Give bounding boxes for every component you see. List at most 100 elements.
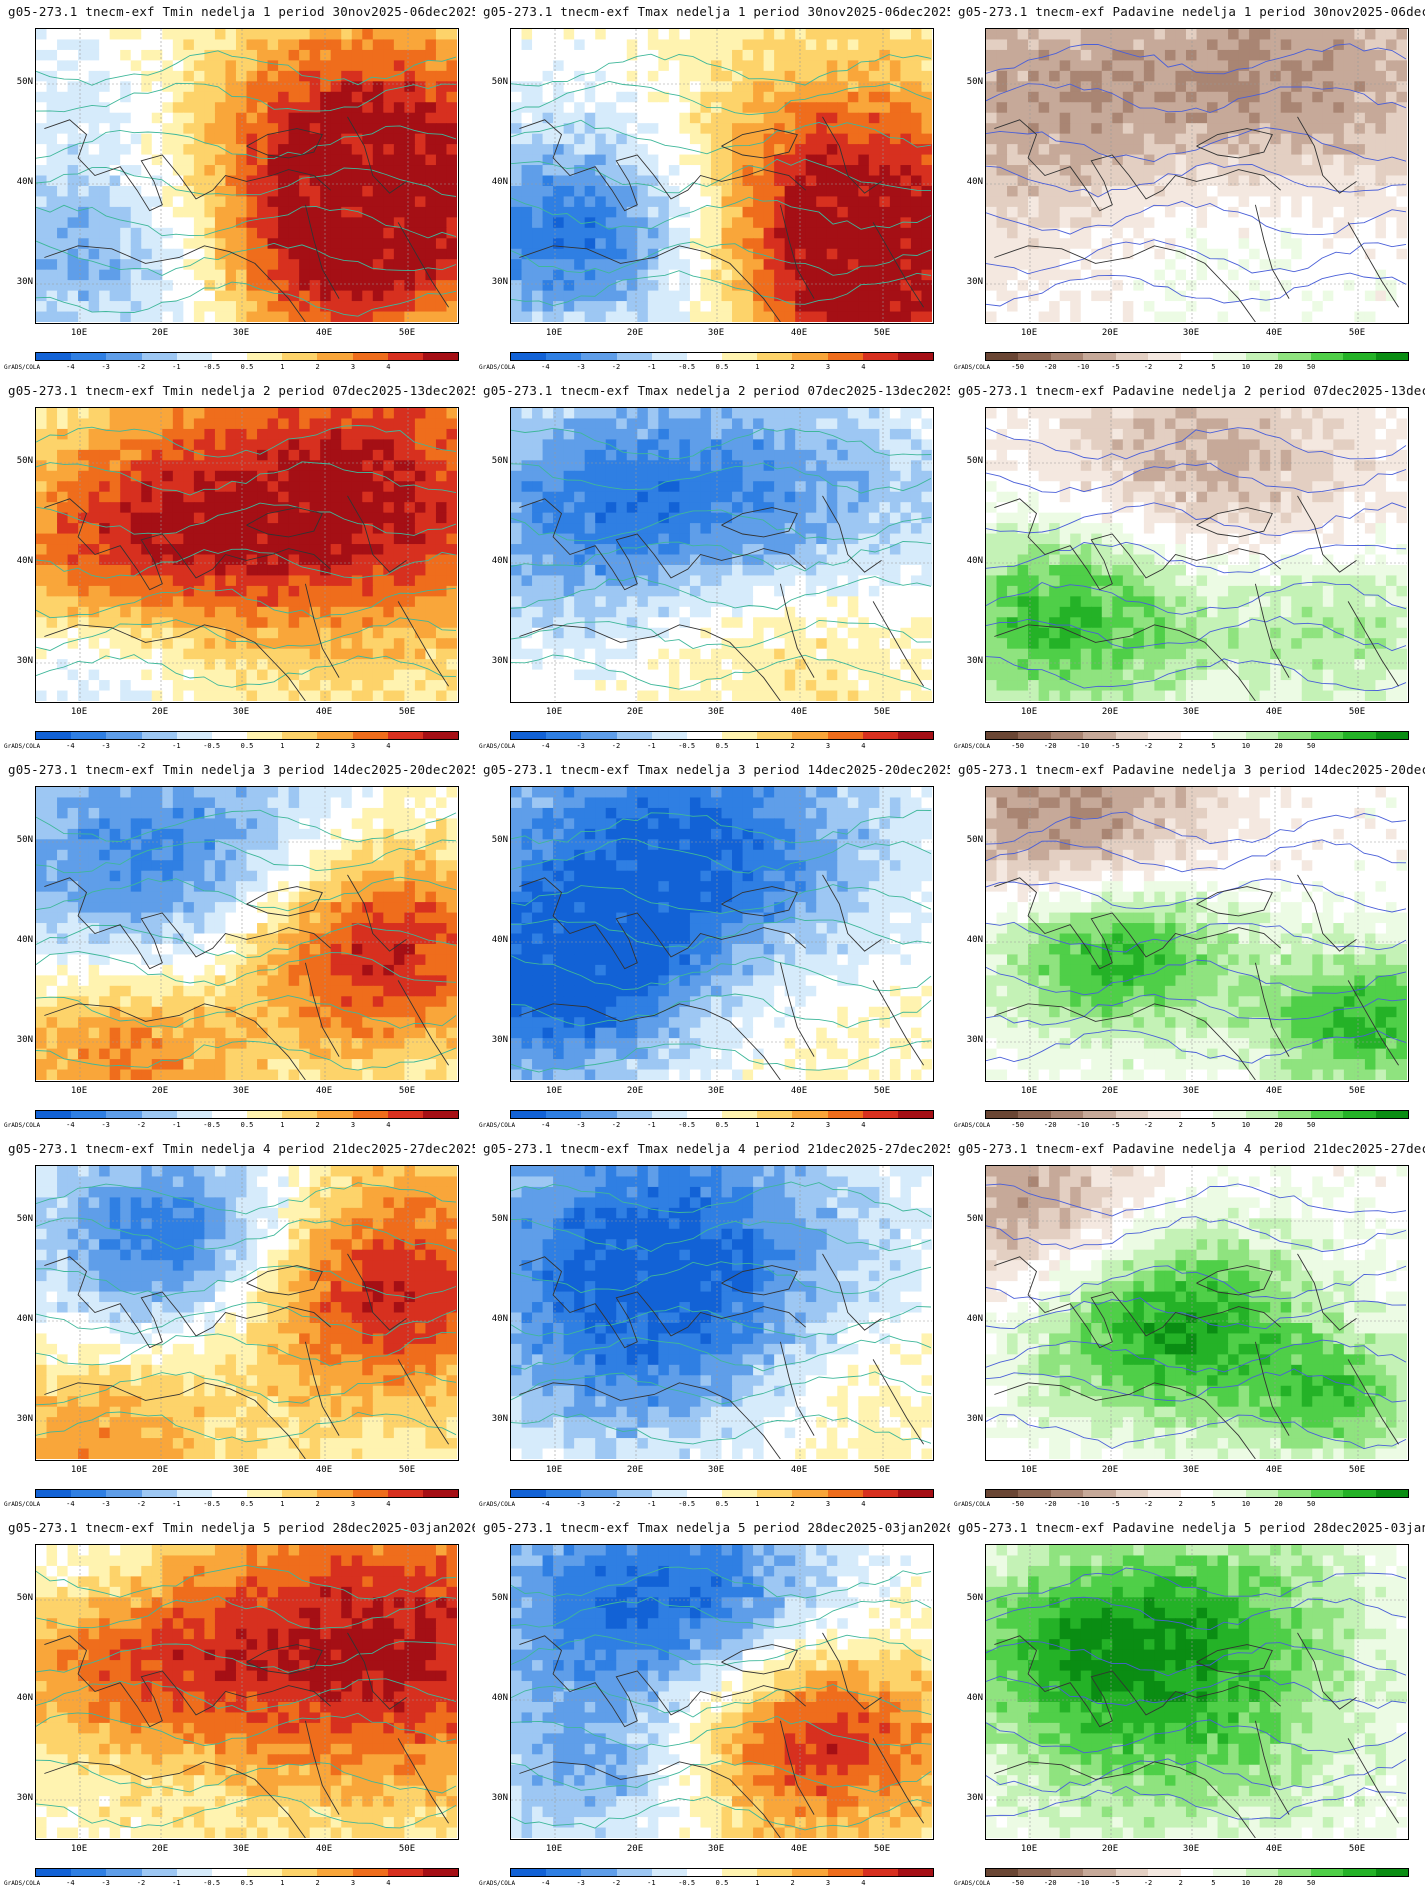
panel-title: g05-273.1 tnecm-exf Tmin nedelja 3 perio… xyxy=(8,762,475,777)
color-scale-swatch xyxy=(36,1490,72,1497)
longitude-label: 10E xyxy=(1020,1844,1038,1854)
color-scale-swatch xyxy=(211,732,248,739)
latitude-label: 30N xyxy=(491,1414,508,1424)
longitude-label: 40E xyxy=(1265,707,1283,717)
color-scale-swatch xyxy=(1083,732,1116,739)
color-scale-swatch xyxy=(1310,353,1344,360)
color-scale-tick-label: 3 xyxy=(825,1121,831,1129)
color-scale-swatch xyxy=(722,1869,758,1876)
latitude-label: 50N xyxy=(966,1214,983,1224)
color-scale-tick-label: 4 xyxy=(386,1879,391,1887)
latitude-label: 40N xyxy=(966,1693,983,1703)
color-scale-tick-label: 0.5 xyxy=(240,742,254,750)
color-scale-swatch xyxy=(141,1490,177,1497)
color-scale-tick-label: -1 xyxy=(647,1500,656,1508)
latitude-label: 30N xyxy=(966,1035,983,1045)
longitude-label: 50E xyxy=(1348,1465,1366,1475)
color-scale-swatch xyxy=(1278,732,1311,739)
color-scale-swatch xyxy=(581,732,617,739)
color-scale-tick-label: -20 xyxy=(1043,742,1057,750)
color-scale-swatch xyxy=(1375,732,1409,739)
longitude-label: 50E xyxy=(873,1844,891,1854)
longitude-label: 30E xyxy=(232,1086,250,1096)
color-scale-swatch xyxy=(897,353,934,360)
color-scale-tick-label: -4 xyxy=(66,363,75,371)
color-scale-tick-label: 3 xyxy=(350,742,356,750)
color-scale-tick-label: -5 xyxy=(1111,363,1120,371)
longitude-label: 10E xyxy=(545,1086,563,1096)
color-scale-swatch xyxy=(422,1869,459,1876)
color-scale-tick-label: 1 xyxy=(280,1121,285,1129)
longitude-label: 40E xyxy=(315,707,333,717)
color-scale-swatch xyxy=(651,1490,687,1497)
color-scale-swatch xyxy=(1213,1490,1246,1497)
longitude-label: 50E xyxy=(398,328,416,338)
longitude-label: 50E xyxy=(873,1086,891,1096)
longitude-label: 40E xyxy=(315,1086,333,1096)
color-scale-swatch xyxy=(686,732,723,739)
color-scale-tick-label: -1 xyxy=(647,1879,656,1887)
color-scale-bar xyxy=(510,731,934,740)
precipitation-anomaly-map xyxy=(985,1544,1409,1840)
color-scale-tick-label: 20 xyxy=(1274,1500,1283,1508)
temperature-anomaly-map xyxy=(35,786,459,1082)
color-scale-tick-label: 5 xyxy=(1211,1500,1216,1508)
panel-title: g05-273.1 tnecm-exf Padavine nedelja 5 p… xyxy=(958,1520,1425,1535)
longitude-label: 10E xyxy=(70,1465,88,1475)
color-scale-tick-label: -0.5 xyxy=(678,1500,696,1508)
color-scale-tick-label: -3 xyxy=(576,1879,585,1887)
color-scale-bar xyxy=(510,1489,934,1498)
longitude-label: 50E xyxy=(398,707,416,717)
longitude-label: 40E xyxy=(1265,328,1283,338)
longitude-label: 30E xyxy=(707,328,725,338)
color-scale-swatch xyxy=(1213,1111,1246,1118)
color-scale-tick-label: 2 xyxy=(1178,363,1183,371)
longitude-label: 10E xyxy=(70,1086,88,1096)
color-scale-tick-label: 2 xyxy=(315,363,320,371)
color-scale-bar xyxy=(35,1489,459,1498)
longitude-label: 30E xyxy=(1182,707,1200,717)
forecast-panel: g05-273.1 tnecm-exf Padavine nedelja 3 p… xyxy=(950,758,1425,1137)
latitude-label: 30N xyxy=(491,656,508,666)
color-scale-bar xyxy=(510,1110,934,1119)
precipitation-anomaly-map xyxy=(985,407,1409,703)
grads-credit: GrADS/COLA xyxy=(479,1122,516,1129)
longitude-label: 10E xyxy=(545,328,563,338)
panel-title: g05-273.1 tnecm-exf Tmax nedelja 4 perio… xyxy=(483,1141,950,1156)
color-scale-tick-label: -5 xyxy=(1111,742,1120,750)
color-scale-swatch xyxy=(686,1490,723,1497)
longitude-label: 20E xyxy=(626,707,644,717)
color-scale-tick-label: -5 xyxy=(1111,1879,1120,1887)
color-scale-tick-label: 0.5 xyxy=(715,1500,729,1508)
color-scale-tick-label: 2 xyxy=(790,742,795,750)
color-scale-tick-label: -4 xyxy=(541,1879,550,1887)
color-scale-swatch xyxy=(106,732,142,739)
temperature-anomaly-map xyxy=(510,786,934,1082)
longitude-label: 30E xyxy=(1182,328,1200,338)
grads-credit: GrADS/COLA xyxy=(954,743,991,750)
color-scale-swatch xyxy=(986,1869,1019,1876)
color-scale-swatch xyxy=(827,1869,863,1876)
color-scale-swatch xyxy=(247,1869,283,1876)
color-scale-tick-label: 20 xyxy=(1274,742,1283,750)
color-scale-tick-label: 50 xyxy=(1306,1500,1316,1508)
color-scale-tick-label: 5 xyxy=(1211,1879,1216,1887)
color-scale-tick-label: -1 xyxy=(172,1121,181,1129)
color-scale-swatch xyxy=(792,1111,828,1118)
color-scale-swatch xyxy=(1115,1111,1149,1118)
latitude-label: 30N xyxy=(491,1035,508,1045)
longitude-label: 10E xyxy=(545,707,563,717)
color-scale-swatch xyxy=(211,353,248,360)
grads-credit: GrADS/COLA xyxy=(479,1501,516,1508)
longitude-label: 50E xyxy=(1348,1844,1366,1854)
color-scale-tick-label: 2 xyxy=(315,742,320,750)
panel-title: g05-273.1 tnecm-exf Tmin nedelja 1 perio… xyxy=(8,4,475,19)
longitude-label: 20E xyxy=(1101,328,1119,338)
color-scale-tick-label: 0.5 xyxy=(240,1500,254,1508)
color-scale-swatch xyxy=(722,353,758,360)
color-scale-tick-label: 10 xyxy=(1241,1879,1251,1887)
forecast-panel: g05-273.1 tnecm-exf Padavine nedelja 2 p… xyxy=(950,379,1425,758)
color-scale-tick-label: -4 xyxy=(66,1500,75,1508)
longitude-label: 10E xyxy=(545,1465,563,1475)
color-scale-swatch xyxy=(247,353,283,360)
